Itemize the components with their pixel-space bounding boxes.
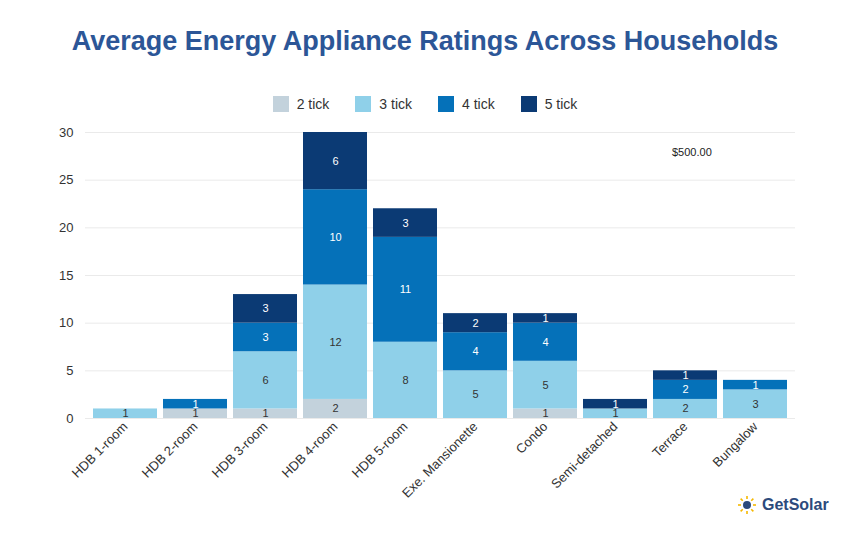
svg-text:1: 1	[542, 407, 548, 419]
svg-text:6: 6	[332, 155, 338, 167]
svg-text:Exe. Mansionette: Exe. Mansionette	[399, 419, 481, 501]
svg-text:10: 10	[329, 231, 341, 243]
html-text:5 tick: 5 tick	[544, 96, 578, 112]
html-text:2 tick: 2 tick	[296, 96, 330, 112]
svg-text:Bungalow: Bungalow	[710, 419, 761, 470]
svg-text:3: 3	[262, 302, 268, 314]
svg-text:1: 1	[752, 379, 758, 391]
svg-text:HDB 5-room: HDB 5-room	[349, 419, 411, 481]
svg-text:HDB 1-room: HDB 1-room	[69, 419, 131, 481]
svg-text:HDB 4-room: HDB 4-room	[279, 419, 341, 481]
svg-text:1: 1	[682, 369, 688, 381]
svg-text:1: 1	[192, 407, 199, 420]
svg-text:8: 8	[402, 374, 408, 386]
svg-text:3: 3	[402, 217, 408, 229]
svg-text:5: 5	[542, 379, 548, 391]
html-text:Average Energy Appliance Ratin: Average Energy Appliance Ratings Across …	[71, 26, 779, 56]
svg-text:5: 5	[66, 363, 73, 378]
svg-text:2: 2	[332, 402, 338, 414]
svg-text:Condo: Condo	[513, 419, 551, 457]
svg-text:Terrace: Terrace	[649, 419, 690, 460]
svg-text:1: 1	[192, 398, 198, 410]
svg-text:HDB 3-room: HDB 3-room	[209, 419, 271, 481]
svg-text:5: 5	[472, 388, 478, 400]
svg-text:1: 1	[262, 407, 268, 419]
html-text:$500.00: $500.00	[672, 146, 712, 158]
svg-text:2: 2	[682, 402, 688, 414]
html-text:4 tick: 4 tick	[462, 96, 495, 112]
svg-text:20: 20	[59, 220, 73, 235]
svg-text:12: 12	[329, 336, 341, 348]
svg-text:0: 0	[66, 411, 73, 426]
svg-text:30: 30	[59, 125, 73, 140]
svg-text:6: 6	[262, 374, 268, 386]
svg-text:HDB 2-room: HDB 2-room	[139, 419, 201, 481]
svg-text:25: 25	[59, 172, 73, 187]
svg-text:11: 11	[400, 283, 411, 295]
svg-text:1: 1	[612, 398, 618, 410]
svg-text:15: 15	[59, 268, 73, 283]
svg-text:Semi-detached: Semi-detached	[548, 419, 620, 491]
svg-text:4: 4	[472, 345, 478, 357]
svg-text:2: 2	[472, 317, 478, 329]
svg-text:1: 1	[122, 407, 128, 419]
svg-text:3: 3	[752, 398, 758, 410]
html-text:GetSolar: GetSolar	[762, 496, 829, 513]
svg-text:4: 4	[542, 336, 548, 348]
svg-text:10: 10	[59, 315, 73, 330]
svg-text:1: 1	[612, 407, 619, 420]
svg-text:2: 2	[682, 383, 688, 395]
svg-text:1: 1	[542, 312, 548, 324]
svg-text:3: 3	[262, 331, 268, 343]
html-text:3 tick: 3 tick	[379, 96, 412, 112]
